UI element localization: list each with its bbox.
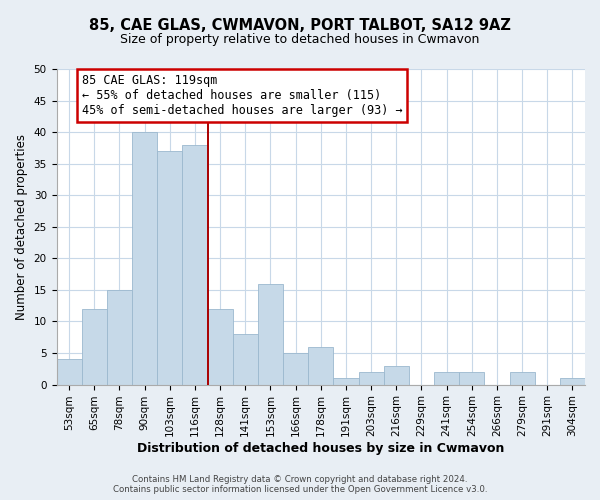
Text: 85 CAE GLAS: 119sqm
← 55% of detached houses are smaller (115)
45% of semi-detac: 85 CAE GLAS: 119sqm ← 55% of detached ho…: [82, 74, 403, 117]
Text: Size of property relative to detached houses in Cwmavon: Size of property relative to detached ho…: [121, 32, 479, 46]
Bar: [359, 372, 383, 384]
Bar: [434, 372, 459, 384]
Bar: [208, 309, 233, 384]
Text: 85, CAE GLAS, CWMAVON, PORT TALBOT, SA12 9AZ: 85, CAE GLAS, CWMAVON, PORT TALBOT, SA12…: [89, 18, 511, 32]
Bar: [509, 372, 535, 384]
Bar: [56, 360, 82, 384]
Bar: [459, 372, 484, 384]
Bar: [560, 378, 585, 384]
Bar: [383, 366, 409, 384]
Bar: [107, 290, 132, 384]
X-axis label: Distribution of detached houses by size in Cwmavon: Distribution of detached houses by size …: [137, 442, 505, 455]
Bar: [132, 132, 157, 384]
Bar: [258, 284, 283, 384]
Bar: [157, 151, 182, 384]
Bar: [334, 378, 359, 384]
Bar: [233, 334, 258, 384]
Text: Contains public sector information licensed under the Open Government Licence v3: Contains public sector information licen…: [113, 485, 487, 494]
Bar: [283, 353, 308, 384]
Bar: [82, 309, 107, 384]
Bar: [308, 346, 334, 385]
Y-axis label: Number of detached properties: Number of detached properties: [15, 134, 28, 320]
Bar: [182, 144, 208, 384]
Text: Contains HM Land Registry data © Crown copyright and database right 2024.: Contains HM Land Registry data © Crown c…: [132, 475, 468, 484]
